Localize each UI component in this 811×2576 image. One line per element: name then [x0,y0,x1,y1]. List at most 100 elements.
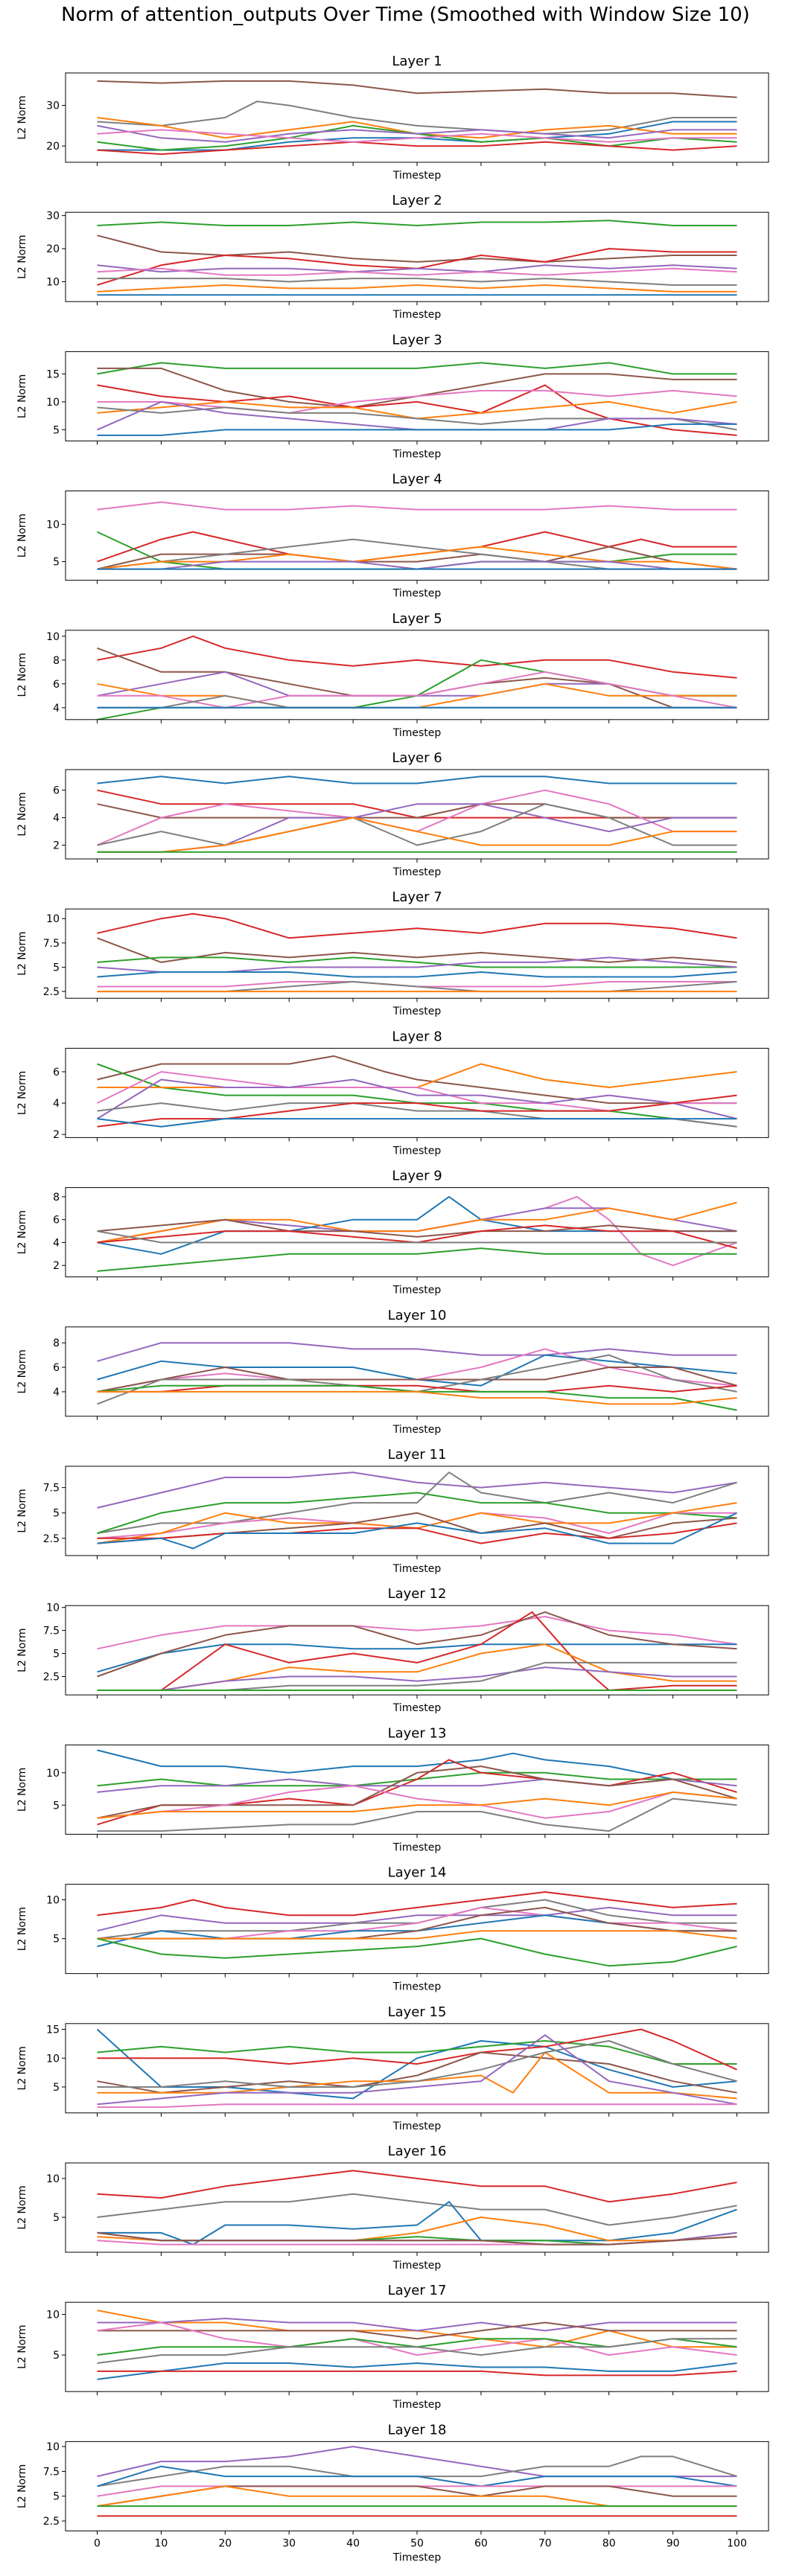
y-axis-label: L2 Norm [16,2185,28,2229]
y-tick-label: 5 [53,1934,60,1946]
y-tick-label: 5 [53,2212,60,2224]
series-line-1 [97,635,737,679]
y-axis-label: L2 Norm [16,1071,28,1115]
subplot-title: Layer 15 [388,2004,447,2020]
y-tick-label: 6 [53,1362,60,1374]
subplot-title: Layer 10 [388,1308,447,1323]
y-tick-label: 6 [53,1067,60,1078]
y-tick-label: 5 [53,2491,60,2503]
series-line-7 [97,400,737,431]
series-line-4 [97,1611,737,1691]
x-tick-label: 20 [218,2537,232,2549]
x-axis-label: Timestep [392,1285,442,1297]
series-line-3 [97,803,737,819]
series-line-3 [97,1354,737,1387]
series-line-5 [97,1765,737,1819]
x-axis-label: Timestep [392,1981,442,1993]
x-tick-label: 0 [94,2537,101,2549]
series-line-7 [97,694,737,709]
series-line-8 [97,1937,737,1967]
subplot-title: Layer 8 [392,1029,442,1044]
series-line-1 [97,80,737,98]
series-line-6 [97,546,737,570]
subplot-title: Layer 2 [392,193,442,208]
series-line-5 [97,2051,737,2100]
series-line-3 [97,956,737,968]
y-tick-label: 10 [46,631,60,643]
subplot-title: Layer 12 [388,1586,447,1602]
series-line-2 [97,2193,737,2226]
y-tick-label: 30 [46,100,60,112]
x-tick-label: 100 [727,2537,747,2549]
axes-frame [65,1047,769,1138]
series-line-4 [97,2051,737,2094]
axes-frame [65,490,769,581]
series-line-7 [97,2034,737,2106]
series-line-6 [97,1785,737,1819]
series-line-6 [97,2485,737,2508]
x-tick-label: 90 [667,2537,680,2549]
series-line-4 [97,546,737,570]
series-line-2 [97,2318,737,2332]
series-line-5 [97,267,737,276]
subplot-layer-2: Layer 2 10 20 30 Timestep L2 Norm [16,193,769,321]
y-axis-label: L2 Norm [16,792,28,836]
subplot-title: Layer 1 [392,54,442,69]
y-axis-label: L2 Norm [16,2046,28,2090]
series-line-2 [97,2455,737,2487]
x-axis-label: Timestep [392,2260,442,2272]
series-line-7 [97,816,737,853]
y-tick-label: 2.5 [43,2516,60,2528]
y-tick-label: 2 [53,840,60,852]
axes-frame [65,1744,769,1835]
series-line-7 [97,1930,737,1940]
series-line-1 [97,362,737,375]
series-line-7 [97,284,737,293]
subplot-title: Layer 17 [388,2283,447,2298]
x-tick-label: 80 [602,2537,616,2549]
y-tick-label: 6 [53,1215,60,1227]
y-tick-label: 30 [46,211,60,223]
y-tick-label: 2.5 [43,986,60,998]
subplot-layer-8: Layer 8 2 4 6 Timestep L2 Norm [16,1029,769,1157]
subplot-layer-11: Layer 11 2.5 5 7.5 Timestep L2 Norm [16,1447,769,1575]
series-line-7 [97,1522,737,1544]
subplot-title: Layer 13 [388,1725,447,1741]
series-line-4 [97,1367,737,1393]
series-line-4 [97,264,737,273]
series-line-4 [97,1906,737,1940]
y-tick-label: 5 [53,424,60,436]
x-axis-label: Timestep [392,1424,442,1436]
y-axis-label: L2 Norm [16,932,28,976]
subplot-layer-10: Layer 10 4 6 8 Timestep L2 Norm [16,1308,769,1436]
series-line-2 [97,1643,737,1673]
subplot-layer-5: Layer 5 4 6 8 10 Timestep L2 Norm [16,611,769,739]
subplot-title: Layer 9 [392,1169,442,1184]
series-line-5 [97,1218,737,1238]
series-line-5 [97,971,737,978]
subplot-title: Layer 18 [388,2422,447,2438]
y-tick-label: 10 [46,2310,60,2321]
series-line-1 [97,2310,737,2348]
y-axis-label: L2 Norm [16,2464,28,2508]
x-axis-label: Timestep [392,1145,442,1157]
series-line-8 [97,423,737,436]
y-axis-label: L2 Norm [16,1907,28,1951]
series-line-7 [97,1230,737,1244]
series-line-1 [97,501,737,511]
y-tick-label: 5 [53,557,60,569]
subplot-layer-3: Layer 3 5 10 15 Timestep L2 Norm [16,332,769,460]
y-tick-label: 5 [53,1508,60,1520]
y-tick-label: 2.5 [43,1533,60,1545]
subplot-title: Layer 6 [392,750,442,766]
x-axis-label: Timestep [392,448,442,460]
series-line-2 [97,2040,737,2065]
series-line-8 [97,1390,737,1405]
y-axis-label: L2 Norm [16,1768,28,1812]
subplot-title: Layer 16 [388,2144,447,2159]
series-line-1 [97,1891,737,1917]
y-tick-label: 10 [46,2053,60,2065]
series-line-6 [97,141,737,156]
y-axis-label: L2 Norm [16,653,28,697]
series-line-1 [97,1055,737,1105]
